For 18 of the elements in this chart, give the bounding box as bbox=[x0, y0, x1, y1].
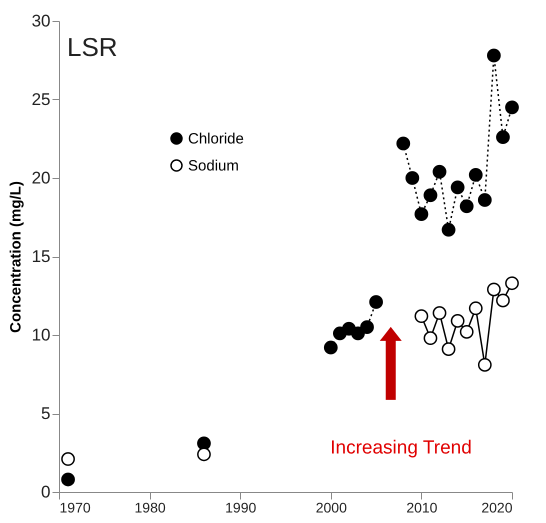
y-tick-label: 25 bbox=[32, 90, 50, 109]
y-tick-label: 5 bbox=[41, 404, 50, 423]
x-tick-label: 2020 bbox=[481, 500, 513, 516]
y-axis-title: Concentration (mg/L) bbox=[8, 181, 25, 333]
y-tick-label: 0 bbox=[41, 482, 50, 502]
y-tick-label: 20 bbox=[32, 168, 50, 188]
y-tick-label: 30 bbox=[32, 12, 50, 30]
legend-label: Chloride bbox=[188, 130, 244, 148]
y-tick-label: 10 bbox=[32, 326, 50, 344]
x-tick-label: 1970 bbox=[60, 500, 91, 516]
y-tick-label: 15 bbox=[32, 247, 50, 266]
x-tick-label: 1990 bbox=[225, 500, 256, 516]
chart-title: LSR bbox=[67, 32, 118, 62]
x-tick-label: 2010 bbox=[406, 500, 438, 516]
annotation: Increasing Trend bbox=[330, 437, 472, 458]
x-tick-label: 1980 bbox=[134, 500, 166, 516]
legend-label: Sodium bbox=[188, 158, 239, 174]
x-tick-label: 2000 bbox=[316, 500, 348, 516]
